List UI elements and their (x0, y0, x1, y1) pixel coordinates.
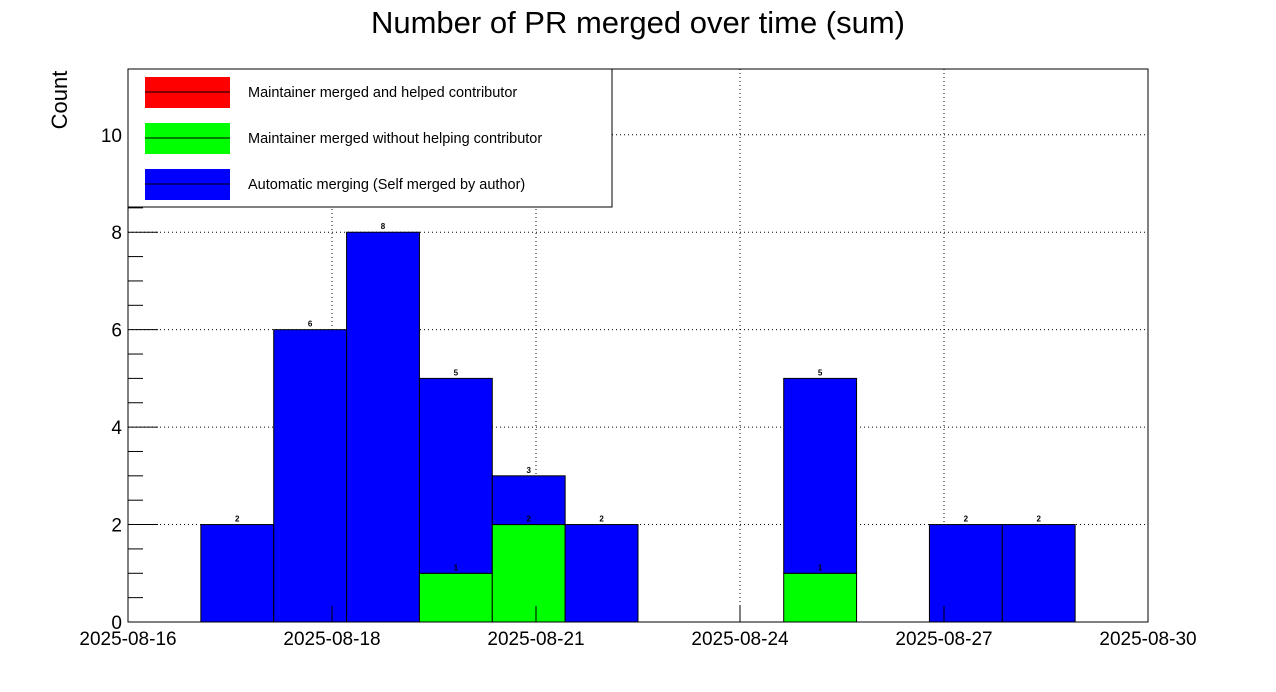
legend-entry-label: Maintainer merged and helped contributor (248, 85, 517, 101)
bar (783, 377, 858, 574)
bar (346, 231, 420, 623)
x-tick-label: 2025-08-18 (283, 629, 380, 650)
bar-total-label: 5 (454, 368, 459, 377)
bar (273, 329, 348, 623)
y-axis-label: Count (47, 71, 72, 130)
bar-value-label: 1 (818, 563, 823, 572)
bar (928, 524, 1003, 623)
y-tick-label: 0 (111, 613, 122, 634)
x-tick-label: 2025-08-30 (1099, 629, 1196, 650)
bar (783, 572, 858, 623)
bar-total-label: 2 (964, 515, 969, 524)
x-tick-label: 2025-08-27 (895, 629, 992, 650)
bar (491, 475, 566, 526)
plot-frame (127, 68, 1149, 623)
x-tick-label: 2025-08-24 (691, 629, 789, 650)
chart-title: Number of PR merged over time (sum) (371, 5, 905, 40)
y-tick-label: 4 (111, 418, 122, 439)
bar (491, 524, 566, 623)
y-tick-label: 10 (101, 126, 122, 147)
axes: 0 2 4 6 8 10 2025-08-16 2025-08-18 2025-08-21 202… (79, 68, 1197, 650)
bar (418, 377, 493, 574)
bar-total-label: 2 (1036, 515, 1041, 524)
bar (564, 524, 639, 623)
y-tick-label: 2 (111, 516, 122, 537)
x-tick-label: 2025-08-21 (487, 629, 584, 650)
legend-entry-label: Maintainer merged without helping contri… (248, 131, 542, 147)
bar-total-label: 2 (235, 515, 240, 524)
bars (200, 231, 1076, 623)
bar (200, 524, 275, 623)
legend: Maintainer merged and helped contributor… (127, 68, 613, 208)
bar-value-label: 1 (454, 563, 459, 572)
legend-entry-label: Automatic merging (Self merged by author… (248, 177, 525, 193)
bar-total-label: 6 (308, 320, 313, 329)
bar (1001, 524, 1076, 623)
bar-total-label: 3 (526, 466, 531, 475)
bar-value-label: 2 (526, 515, 531, 524)
bar-total-label: 5 (818, 368, 823, 377)
bar-total-label: 2 (599, 515, 604, 524)
y-tick-label: 6 (111, 321, 122, 342)
y-tick-label: 8 (111, 223, 122, 244)
bar-labels: 1 2 1 2 6 8 5 3 2 5 2 2 (235, 222, 1041, 572)
x-tick-label: 2025-08-16 (79, 629, 176, 650)
bar (418, 572, 493, 623)
bar-total-label: 8 (381, 222, 386, 231)
